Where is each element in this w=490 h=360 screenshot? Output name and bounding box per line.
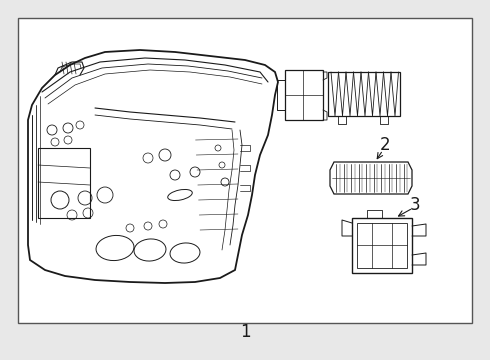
Bar (328, 72, 400, 116)
Text: 1: 1 (240, 323, 250, 341)
Bar (18, 18, 472, 323)
Bar (352, 218, 412, 273)
Polygon shape (28, 50, 278, 283)
Bar (38, 148, 90, 218)
Bar (357, 223, 407, 268)
Polygon shape (330, 162, 412, 194)
Bar (285, 70, 323, 120)
Text: 3: 3 (410, 196, 420, 214)
Text: 2: 2 (380, 136, 391, 154)
